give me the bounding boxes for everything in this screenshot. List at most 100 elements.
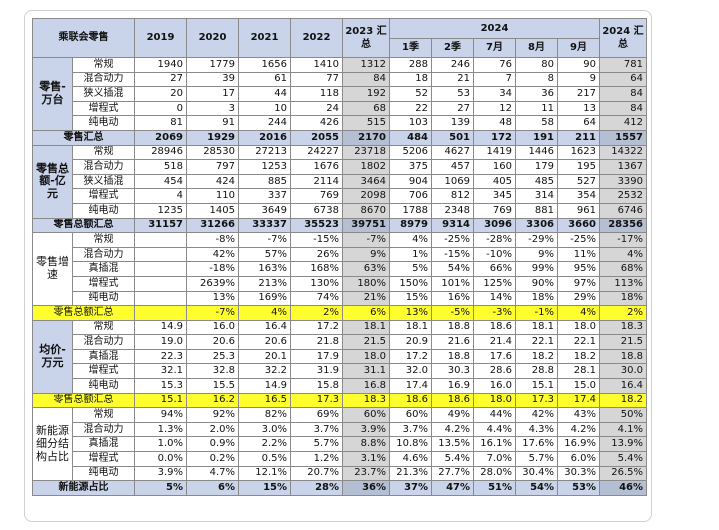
table-cell: 16.0 xyxy=(186,319,239,336)
table-cell: 150% xyxy=(389,275,432,292)
table-row: 真插混 22.3 25.3 20.1 17.9 18.0 17.2 18.8 17.6 18.2 1… xyxy=(33,348,648,365)
table-cell: 485 xyxy=(515,173,558,190)
table-cell: 26% xyxy=(290,246,343,263)
table-cell: 3.1% xyxy=(342,451,390,467)
table-cell: 130% xyxy=(290,275,343,292)
table-cell: 1.0% xyxy=(134,436,187,453)
table-cell: 64 xyxy=(599,71,648,88)
table-cell: 16% xyxy=(431,290,474,307)
table-cell: 2098 xyxy=(342,188,390,204)
table-row: 零售增速 常规 -8% -7% -15% -7% 4% -25% -28% -29% -25% -17… xyxy=(32,232,648,307)
table-cell: 32.1 xyxy=(134,363,187,380)
table-cell: 44 xyxy=(238,86,291,102)
row-label: 零售总额汇总 xyxy=(32,392,135,409)
table-cell: 69% xyxy=(290,407,343,423)
retail-table: 乘联会零售 2019 2020 2021 2022 2023 汇总 2024 2… xyxy=(32,18,648,496)
table-cell: 7.0% xyxy=(473,451,516,467)
table-cell: 139 xyxy=(431,115,474,131)
table-cell: 76 xyxy=(473,57,516,73)
table-cell: 211 xyxy=(556,129,601,146)
row-label: 纯电动 xyxy=(72,465,135,482)
col-2023-total: 2023 汇总 xyxy=(342,18,390,58)
col-q1: 1季 xyxy=(389,38,432,58)
table-cell: 288 xyxy=(389,57,432,73)
table-cell: 18.2 xyxy=(599,392,648,409)
table-cell: 37% xyxy=(389,480,432,496)
table-cell: 4.7% xyxy=(186,465,239,482)
table-cell: 24 xyxy=(290,100,343,117)
col-sep: 9月 xyxy=(556,38,601,58)
table-row: 增程式 2639% 213% 130% 180% 150% 101% 125% 90% 97% 11… xyxy=(33,275,648,292)
table-cell: 18.3 xyxy=(342,392,390,409)
table-cell: 28946 xyxy=(134,144,187,161)
table-cell: 3 xyxy=(186,100,239,117)
row-label: 增程式 xyxy=(72,363,135,380)
table-cell: 18.3 xyxy=(599,319,648,336)
table-cell: 3.9% xyxy=(134,465,187,482)
table-cell: 12 xyxy=(473,100,516,117)
table-cell: 82% xyxy=(238,407,291,423)
table-cell: 35523 xyxy=(290,217,343,234)
table-cell: 5.4% xyxy=(431,451,474,467)
table-cell: 11 xyxy=(515,100,558,117)
table-cell: 3390 xyxy=(599,173,648,190)
table-cell: 49% xyxy=(431,407,474,423)
table-cell: 110 xyxy=(186,188,239,204)
row-label: 纯电动 xyxy=(72,202,135,219)
table-cell: 90 xyxy=(556,57,601,73)
table-cell: 405 xyxy=(473,173,516,190)
row-label: 增程式 xyxy=(72,100,135,117)
table-cell: 30.0 xyxy=(599,363,648,380)
table-cell: 9% xyxy=(342,246,390,263)
table-cell: 29% xyxy=(556,290,601,307)
table-row: 混合动力 42% 57% 26% 9% 1% -15% -10% 9% 11% 4% xyxy=(33,246,648,263)
table-cell: 18.0 xyxy=(473,392,516,409)
col-aug: 8月 xyxy=(515,38,558,58)
table-cell: 213% xyxy=(238,275,291,292)
table-cell: 4% xyxy=(599,246,648,263)
table-cell: 17 xyxy=(186,86,239,102)
table-cell: 43% xyxy=(556,407,601,423)
table-cell: 44% xyxy=(473,407,516,423)
table-cell: 22 xyxy=(389,100,432,117)
table-cell: 5.4% xyxy=(599,451,648,467)
table-cell: 21.5 xyxy=(599,334,648,350)
table-cell: 125% xyxy=(473,275,516,292)
table-cell: 0.9% xyxy=(186,436,239,453)
table-cell: 2170 xyxy=(342,129,390,146)
table-cell: 424 xyxy=(186,173,239,190)
table-cell: 21.8 xyxy=(290,334,343,350)
row-label: 混合动力 xyxy=(72,421,135,438)
table-cell: 375 xyxy=(389,159,432,175)
table-cell: 60% xyxy=(389,407,432,423)
table-cell: 28.1 xyxy=(556,363,601,380)
table-cell: 34 xyxy=(473,86,516,102)
table-cell: 2114 xyxy=(290,173,343,190)
table-cell: 15.1 xyxy=(515,378,558,394)
table-cell: 17.3 xyxy=(290,392,343,409)
table-cell: 18.2 xyxy=(556,348,601,365)
table-cell: 4627 xyxy=(431,144,474,161)
table-cell: 36 xyxy=(515,86,558,102)
table-cell: 179 xyxy=(515,159,558,175)
table-cell: 781 xyxy=(599,57,648,73)
table-cell: 58 xyxy=(515,115,558,131)
row-label: 真插混 xyxy=(72,348,135,365)
table-row: 纯电动 1235 1405 3649 6738 8670 1788 2348 769 881 961… xyxy=(33,202,648,219)
table-cell: 345 xyxy=(473,188,516,204)
table-cell: 4% xyxy=(238,305,291,321)
table-cell: 90% xyxy=(515,275,558,292)
table-cell: 24227 xyxy=(290,144,343,161)
table-cell: 518 xyxy=(134,159,187,175)
table-cell: 52 xyxy=(389,86,432,102)
table-cell: -7% xyxy=(186,305,239,321)
table-row: 纯电动 3.9% 4.7% 12.1% 20.7% 23.7% 21.3% 27.7% 28.0… xyxy=(33,465,648,482)
table-cell: 4 xyxy=(134,188,187,204)
table-cell: -7% xyxy=(342,232,390,248)
table-cell: 31266 xyxy=(186,217,239,234)
table-cell: 21.4 xyxy=(473,334,516,350)
table-cell: 961 xyxy=(556,202,601,219)
table-cell: 1802 xyxy=(342,159,390,175)
table-cell: 4.3% xyxy=(515,421,558,438)
table-cell: 0.0% xyxy=(134,451,187,467)
